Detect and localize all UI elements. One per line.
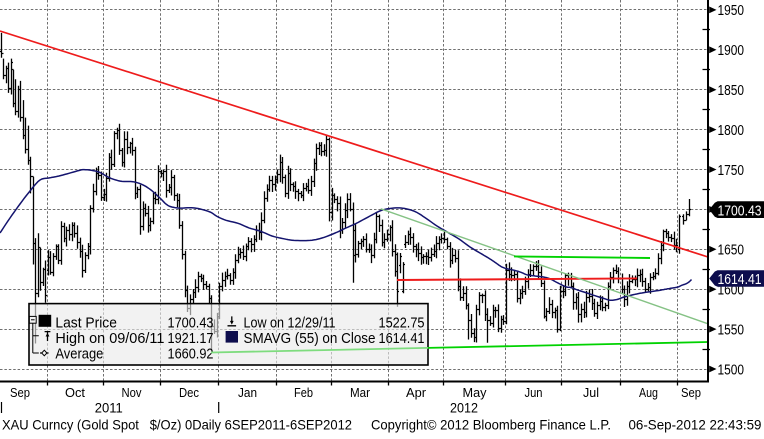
svg-text:Last Price: Last Price xyxy=(55,315,117,332)
svg-text:1950: 1950 xyxy=(718,2,745,19)
svg-text:1614.41: 1614.41 xyxy=(379,330,425,347)
svg-text:Nov: Nov xyxy=(122,385,142,400)
svg-text:SMAVG (55) on Close: SMAVG (55) on Close xyxy=(244,330,376,347)
svg-text:Apr: Apr xyxy=(406,385,427,400)
svg-text:06-Sep-2012 22:43:59: 06-Sep-2012 22:43:59 xyxy=(629,418,762,433)
svg-text:1660.92: 1660.92 xyxy=(168,345,214,362)
svg-text:1800: 1800 xyxy=(718,122,745,139)
svg-text:1750: 1750 xyxy=(718,162,745,179)
svg-text:2011: 2011 xyxy=(95,401,123,416)
svg-text:Jan: Jan xyxy=(238,385,257,400)
svg-text:Dec: Dec xyxy=(179,385,199,400)
svg-text:1550: 1550 xyxy=(718,321,745,338)
svg-text:Feb: Feb xyxy=(294,385,313,400)
svg-text:1522.75: 1522.75 xyxy=(379,315,425,332)
svg-text:Low on 12/29/11: Low on 12/29/11 xyxy=(244,315,336,332)
svg-text:Aug: Aug xyxy=(639,385,658,400)
svg-text:2012: 2012 xyxy=(450,401,478,416)
svg-text:Sep: Sep xyxy=(10,385,30,400)
svg-text:May: May xyxy=(463,385,487,400)
svg-text:1900: 1900 xyxy=(718,42,745,59)
svg-text:1700.43: 1700.43 xyxy=(718,202,762,219)
svg-text:Sep: Sep xyxy=(681,385,701,400)
svg-text:Mar: Mar xyxy=(350,385,371,400)
svg-text:1614.41: 1614.41 xyxy=(718,271,762,288)
svg-text:1921.17: 1921.17 xyxy=(168,330,214,347)
svg-text:1850: 1850 xyxy=(718,82,745,99)
svg-text:1650: 1650 xyxy=(718,242,745,259)
svg-text:1500: 1500 xyxy=(718,361,745,378)
svg-text:Oct: Oct xyxy=(65,385,85,400)
svg-text:High on 09/06/11: High on 09/06/11 xyxy=(55,330,164,347)
svg-text:Copyright© 2012 Bloomberg Fina: Copyright© 2012 Bloomberg Finance L.P. xyxy=(371,418,611,433)
svg-text:Average: Average xyxy=(55,345,103,362)
svg-text:Jul: Jul xyxy=(583,385,599,400)
svg-text:Jun: Jun xyxy=(525,385,543,400)
svg-text:XAU Curncy (Gold Spot $/Oz): XAU Curncy (Gold Spot $/Oz) 0Daily 6SEP2… xyxy=(2,418,352,433)
svg-text:1700.43: 1700.43 xyxy=(168,315,214,332)
